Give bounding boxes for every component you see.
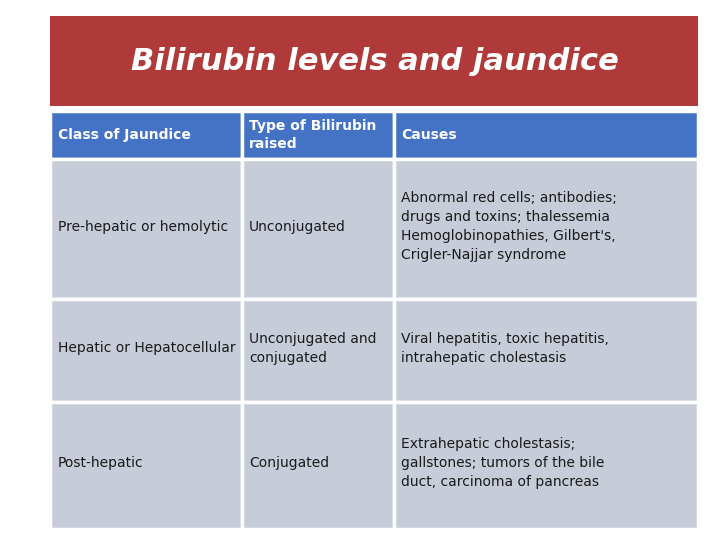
Text: Bilirubin levels and jaundice: Bilirubin levels and jaundice <box>130 46 618 76</box>
Text: Viral hepatitis, toxic hepatitis,
intrahepatic cholestasis: Viral hepatitis, toxic hepatitis, intrah… <box>401 332 609 364</box>
FancyBboxPatch shape <box>50 299 241 402</box>
Text: Abnormal red cells; antibodies;
drugs and toxins; thalessemia
Hemoglobinopathies: Abnormal red cells; antibodies; drugs an… <box>401 191 617 262</box>
FancyBboxPatch shape <box>50 159 241 299</box>
FancyBboxPatch shape <box>394 299 698 402</box>
FancyBboxPatch shape <box>241 111 394 159</box>
FancyBboxPatch shape <box>50 111 241 159</box>
FancyBboxPatch shape <box>241 402 394 529</box>
FancyBboxPatch shape <box>394 111 698 159</box>
Text: Unconjugated: Unconjugated <box>249 220 346 233</box>
FancyBboxPatch shape <box>394 159 698 299</box>
Text: Conjugated: Conjugated <box>249 456 329 470</box>
FancyBboxPatch shape <box>394 402 698 529</box>
Text: Hepatic or Hepatocellular: Hepatic or Hepatocellular <box>58 341 235 355</box>
Text: Class of Jaundice: Class of Jaundice <box>58 128 191 142</box>
FancyBboxPatch shape <box>241 159 394 299</box>
Text: Post-hepatic: Post-hepatic <box>58 456 143 470</box>
FancyBboxPatch shape <box>50 16 698 106</box>
Text: Unconjugated and
conjugated: Unconjugated and conjugated <box>249 332 377 364</box>
Text: Type of Bilirubin
raised: Type of Bilirubin raised <box>249 119 376 151</box>
Text: Extrahepatic cholestasis;
gallstones; tumors of the bile
duct, carcinoma of panc: Extrahepatic cholestasis; gallstones; tu… <box>401 437 604 489</box>
FancyBboxPatch shape <box>50 402 241 529</box>
FancyBboxPatch shape <box>241 299 394 402</box>
Text: Pre-hepatic or hemolytic: Pre-hepatic or hemolytic <box>58 220 228 233</box>
Text: Causes: Causes <box>401 128 456 142</box>
